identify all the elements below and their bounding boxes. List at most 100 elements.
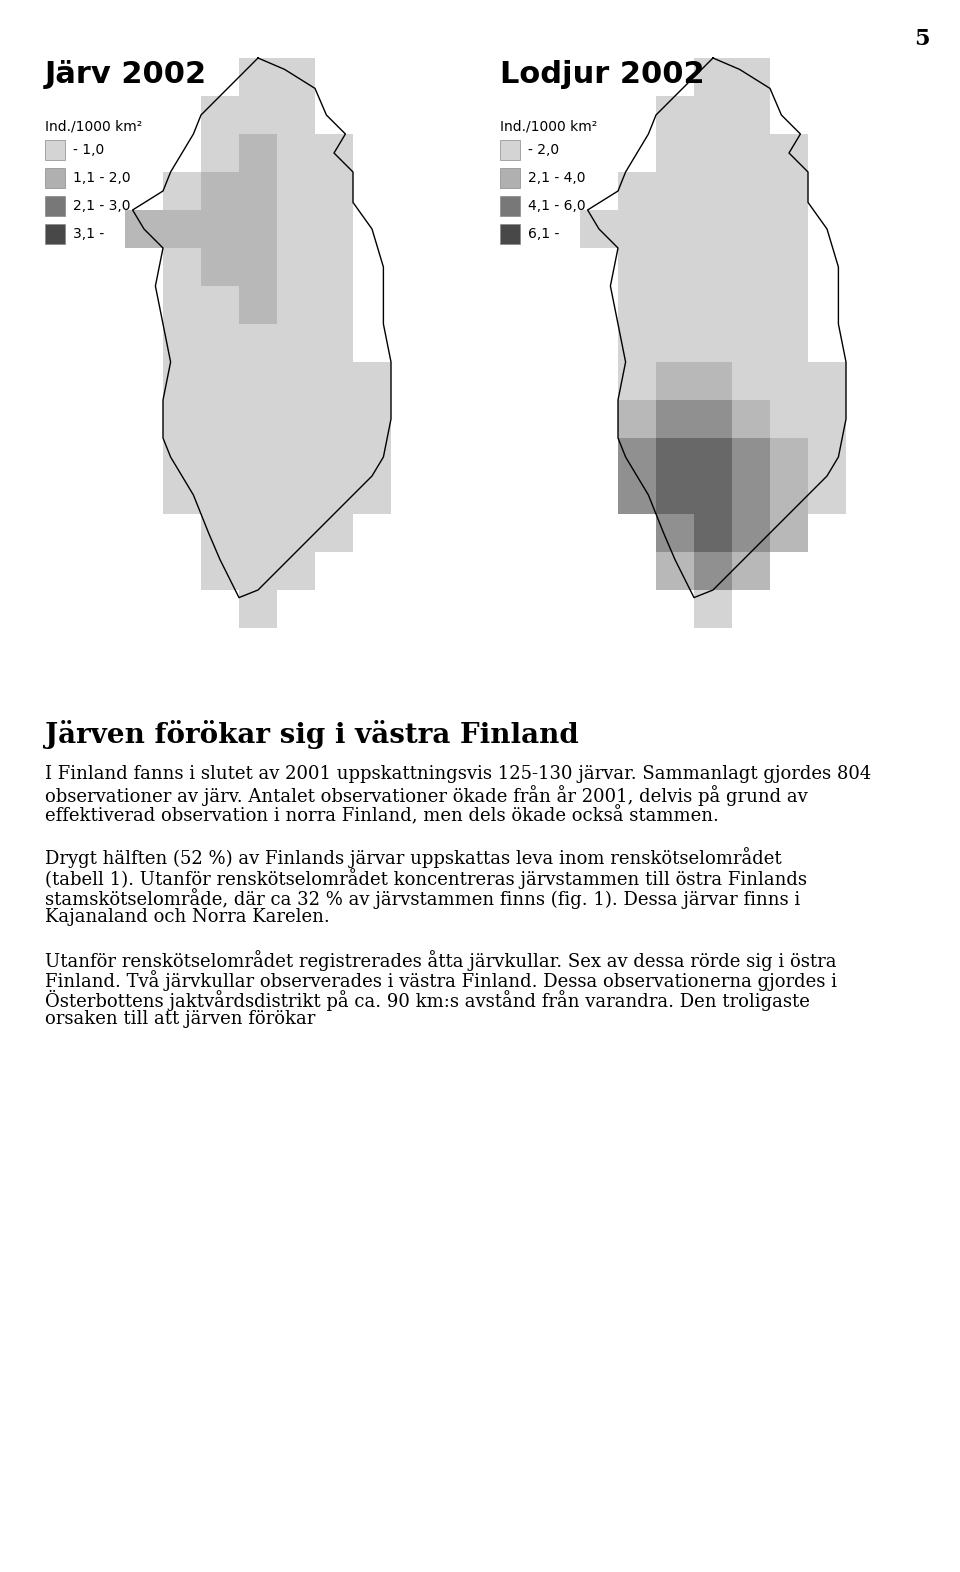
Bar	[163, 476, 201, 514]
Bar	[732, 171, 770, 211]
Bar	[770, 362, 808, 399]
Bar	[618, 248, 656, 286]
Bar	[315, 324, 353, 362]
Bar	[239, 399, 277, 439]
Text: orsaken till att järven förökar: orsaken till att järven förökar	[45, 1011, 316, 1028]
Bar	[163, 324, 201, 362]
Bar	[732, 58, 770, 96]
Bar	[808, 362, 846, 399]
Bar	[277, 324, 315, 362]
Text: 2,1 - 3,0: 2,1 - 3,0	[73, 200, 131, 212]
Bar	[732, 134, 770, 171]
Text: observationer av järv. Antalet observationer ökade från år 2001, delvis på grund: observationer av järv. Antalet observati…	[45, 784, 807, 806]
Bar	[732, 286, 770, 324]
Bar	[277, 286, 315, 324]
Bar	[239, 324, 277, 362]
Bar	[656, 286, 694, 324]
Bar	[618, 211, 656, 248]
Bar	[694, 514, 732, 552]
Text: stamskötselområde, där ca 32 % av järvstammen finns (fig. 1). Dessa järvar finns: stamskötselområde, där ca 32 % av järvst…	[45, 888, 801, 909]
Bar	[770, 399, 808, 439]
Bar	[732, 211, 770, 248]
Text: 1,1 - 2,0: 1,1 - 2,0	[73, 171, 131, 185]
Bar	[618, 286, 656, 324]
Bar	[277, 96, 315, 134]
Bar	[770, 248, 808, 286]
Bar	[163, 171, 201, 211]
Bar	[732, 514, 770, 552]
Bar	[770, 476, 808, 514]
Bar	[694, 248, 732, 286]
Bar	[201, 362, 239, 399]
Bar	[656, 476, 694, 514]
Bar	[45, 223, 65, 244]
Bar	[277, 476, 315, 514]
Bar	[163, 399, 201, 439]
Bar	[277, 134, 315, 171]
Bar	[694, 134, 732, 171]
Bar	[201, 552, 239, 590]
Bar	[656, 362, 694, 399]
Text: Kajanaland och Norra Karelen.: Kajanaland och Norra Karelen.	[45, 909, 329, 926]
Text: Ind./1000 km²: Ind./1000 km²	[45, 119, 142, 134]
Bar	[315, 248, 353, 286]
Bar	[618, 362, 656, 399]
Bar	[694, 171, 732, 211]
Text: Järven förökar sig i västra Finland: Järven förökar sig i västra Finland	[45, 720, 579, 748]
Bar	[770, 324, 808, 362]
Bar	[770, 439, 808, 476]
Bar	[694, 552, 732, 590]
Bar	[500, 223, 520, 244]
Text: Ind./1000 km²: Ind./1000 km²	[500, 119, 597, 134]
Bar	[201, 286, 239, 324]
Bar	[770, 134, 808, 171]
Bar	[694, 58, 732, 96]
Bar	[239, 134, 277, 171]
Bar	[656, 552, 694, 590]
Bar	[201, 514, 239, 552]
Text: - 2,0: - 2,0	[528, 143, 559, 157]
Text: Österbottens jaktvårdsdistrikt på ca. 90 km:s avstånd från varandra. Den troliga: Österbottens jaktvårdsdistrikt på ca. 90…	[45, 990, 810, 1011]
Bar	[770, 211, 808, 248]
Bar	[201, 211, 239, 248]
Bar	[239, 552, 277, 590]
Bar	[201, 96, 239, 134]
Bar	[315, 476, 353, 514]
Bar	[239, 514, 277, 552]
Bar	[163, 439, 201, 476]
Bar	[239, 211, 277, 248]
Text: - 1,0: - 1,0	[73, 143, 105, 157]
Bar	[732, 476, 770, 514]
Text: 3,1 -: 3,1 -	[73, 226, 105, 241]
Bar	[277, 58, 315, 96]
Bar	[277, 171, 315, 211]
Bar	[239, 439, 277, 476]
Bar	[656, 439, 694, 476]
Bar	[315, 399, 353, 439]
Bar	[163, 248, 201, 286]
Bar	[732, 96, 770, 134]
Text: 5: 5	[915, 28, 930, 50]
Bar	[315, 211, 353, 248]
Bar	[163, 286, 201, 324]
Bar	[732, 439, 770, 476]
Text: Utanför renskötselområdet registrerades åtta järvkullar. Sex av dessa rörde sig : Utanför renskötselområdet registrerades …	[45, 949, 836, 971]
Bar	[732, 552, 770, 590]
Bar	[353, 439, 391, 476]
Bar	[353, 362, 391, 399]
Bar	[45, 140, 65, 160]
Bar	[201, 399, 239, 439]
Bar	[694, 362, 732, 399]
Text: Lodjur 2002: Lodjur 2002	[500, 60, 705, 90]
Bar	[500, 196, 520, 215]
Bar	[315, 439, 353, 476]
Bar	[277, 514, 315, 552]
Bar	[732, 248, 770, 286]
Bar	[694, 439, 732, 476]
Bar	[201, 324, 239, 362]
Bar	[239, 248, 277, 286]
Text: 2,1 - 4,0: 2,1 - 4,0	[528, 171, 586, 185]
Bar	[163, 211, 201, 248]
Bar	[694, 399, 732, 439]
Bar	[239, 171, 277, 211]
